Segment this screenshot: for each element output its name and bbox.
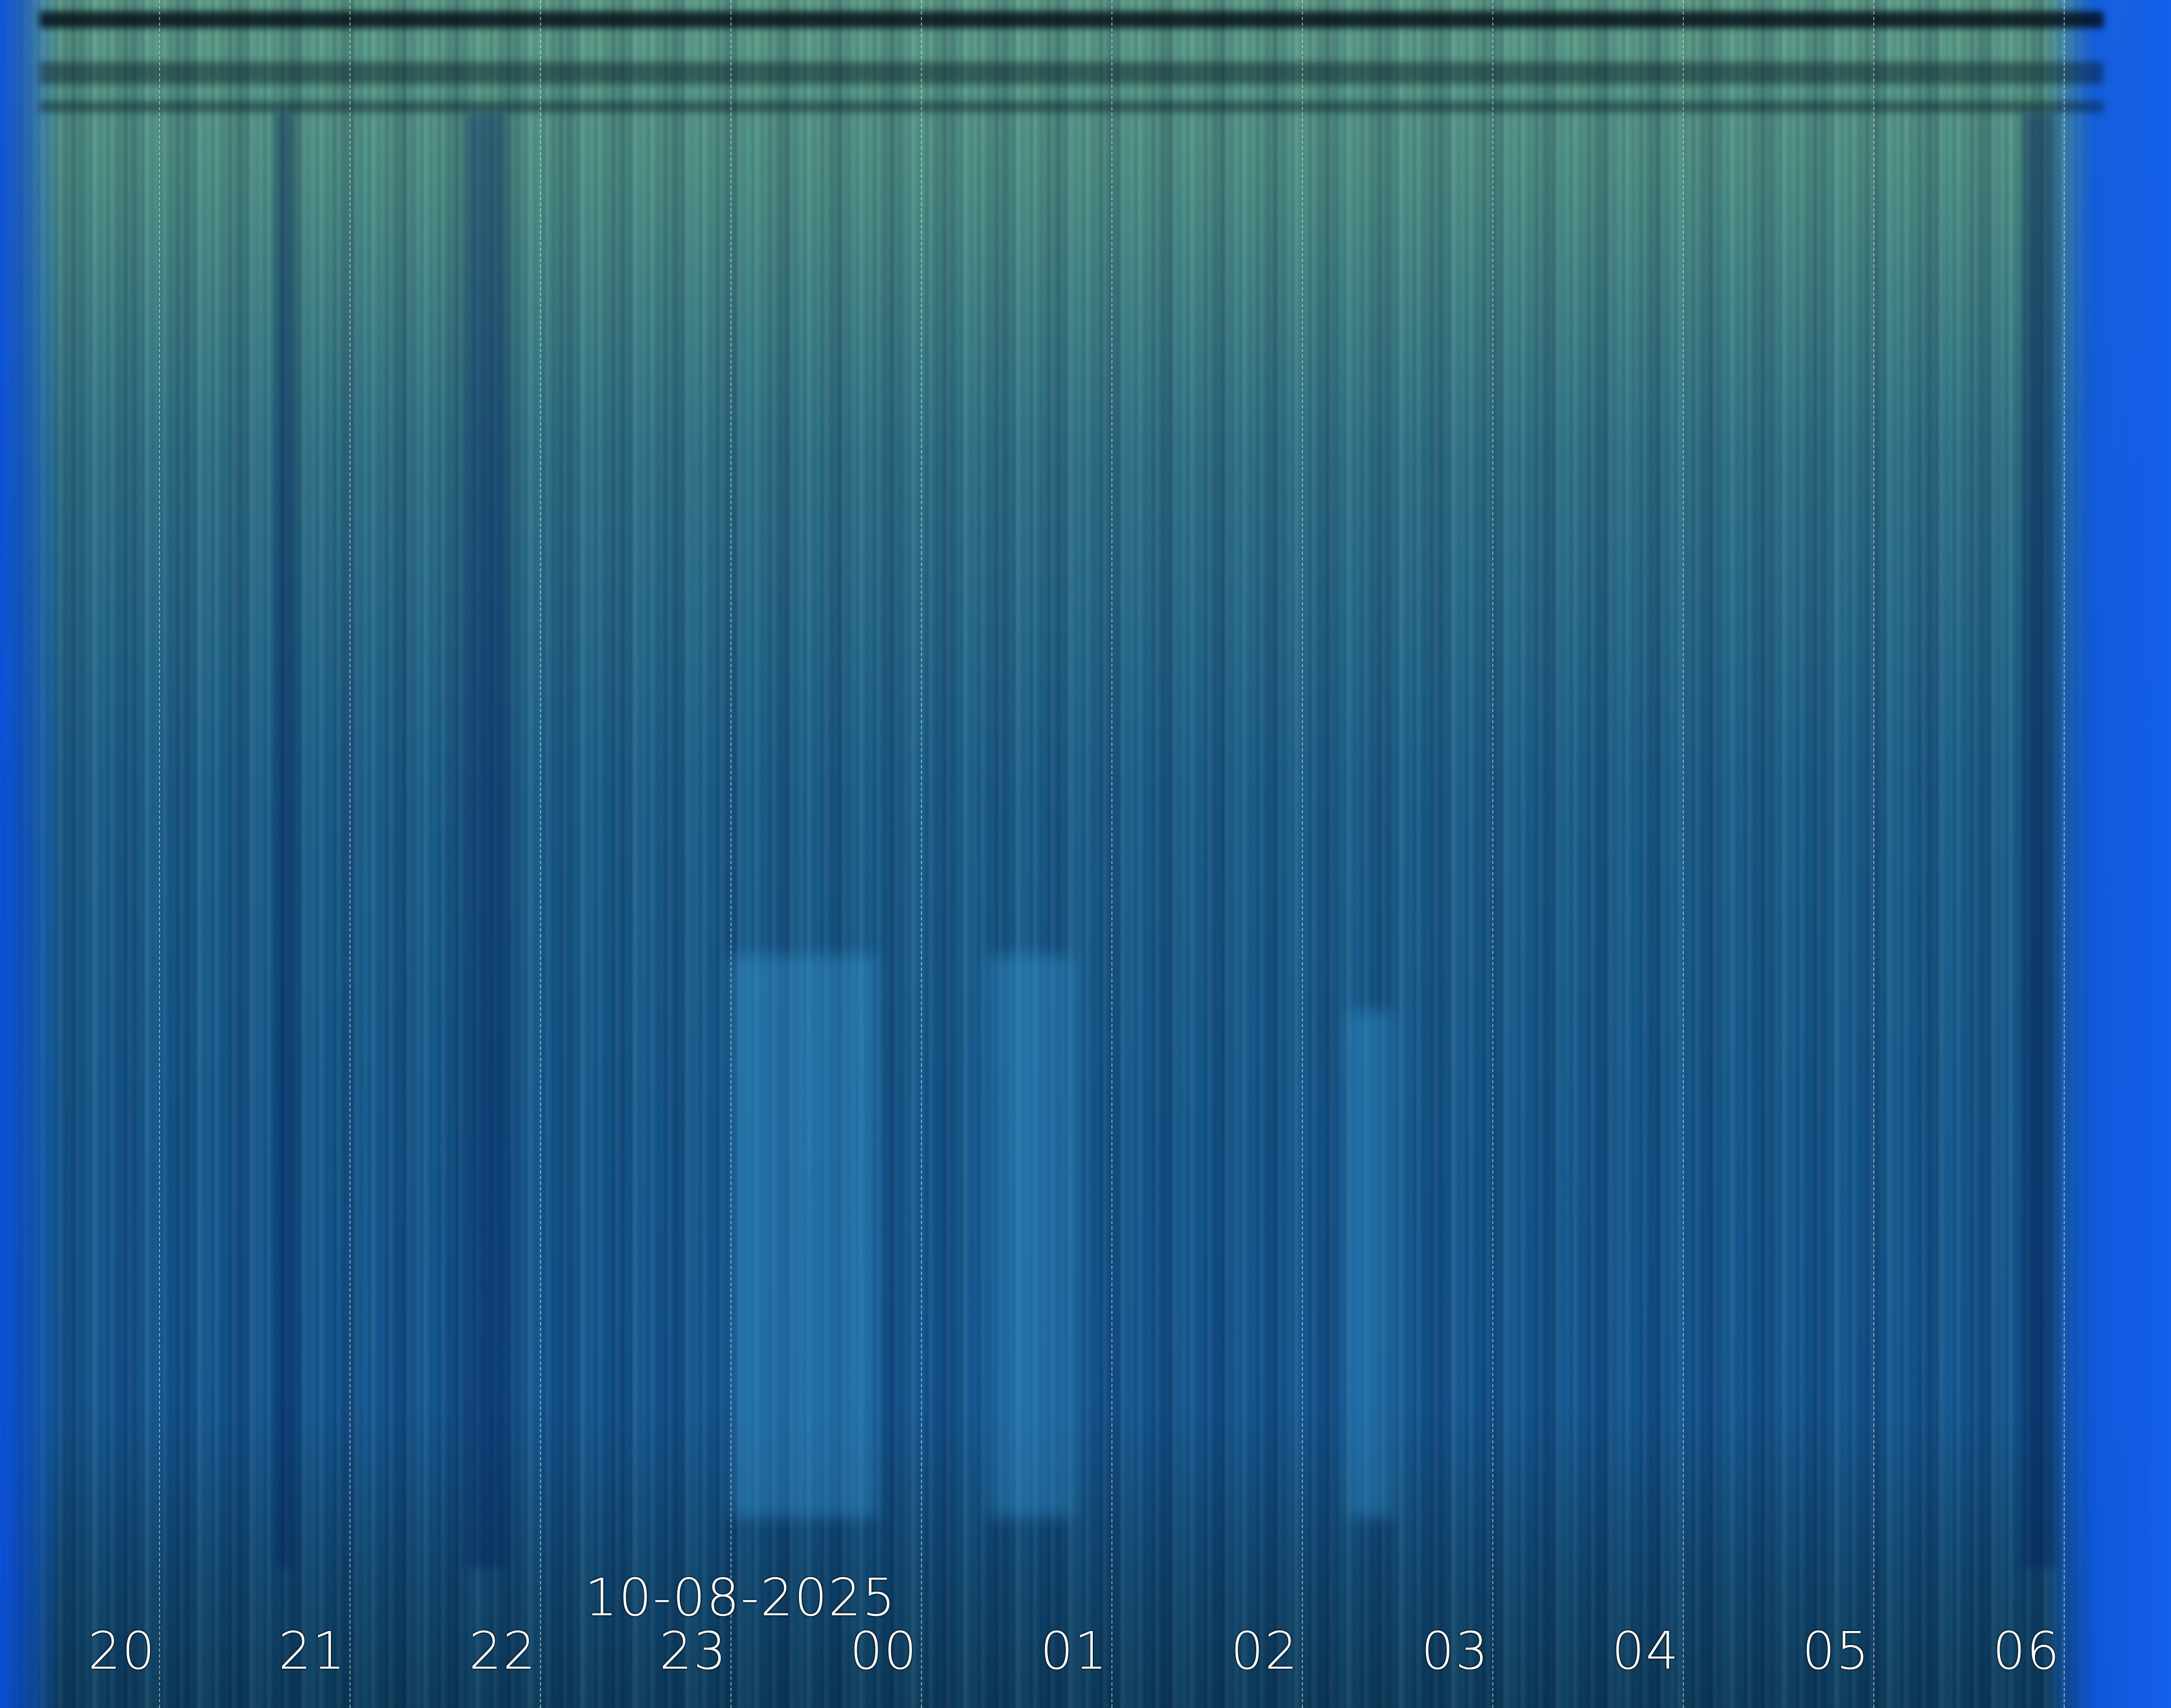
gridline-22 — [540, 0, 541, 1708]
hour-label-20: 20 — [88, 1621, 156, 1681]
hour-label-04: 04 — [1611, 1621, 1680, 1681]
gridline-05 — [1873, 0, 1874, 1708]
gridline-23 — [730, 0, 732, 1708]
gridline-03 — [1492, 0, 1493, 1708]
hour-label-05: 05 — [1802, 1621, 1870, 1681]
gridline-20 — [159, 0, 160, 1708]
hour-label-01: 01 — [1040, 1621, 1109, 1681]
gridline-01 — [1111, 0, 1112, 1708]
gridline-00 — [921, 0, 922, 1708]
gridline-04 — [1683, 0, 1684, 1708]
bright-streak — [989, 955, 1073, 1517]
hour-label-02: 02 — [1230, 1621, 1299, 1681]
hour-label-03: 03 — [1421, 1621, 1489, 1681]
dark-streak — [2023, 112, 2056, 1568]
bright-streak — [730, 955, 876, 1517]
dark-band — [39, 62, 2104, 84]
gridline-06 — [2064, 0, 2065, 1708]
hour-label-06: 06 — [1992, 1621, 2061, 1681]
gridline-21 — [349, 0, 351, 1708]
dark-band — [39, 11, 2104, 28]
bright-streak — [1348, 1011, 1393, 1517]
hour-label-22: 22 — [469, 1621, 537, 1681]
dark-streak — [275, 112, 292, 1568]
hour-label-00: 00 — [850, 1621, 918, 1681]
hour-label-23: 23 — [659, 1621, 728, 1681]
hour-label-21: 21 — [278, 1621, 347, 1681]
dark-band — [39, 101, 2104, 112]
gridline-02 — [1302, 0, 1303, 1708]
dark-streak — [466, 112, 506, 1568]
date-label: 10-08-2025 — [584, 1568, 897, 1628]
